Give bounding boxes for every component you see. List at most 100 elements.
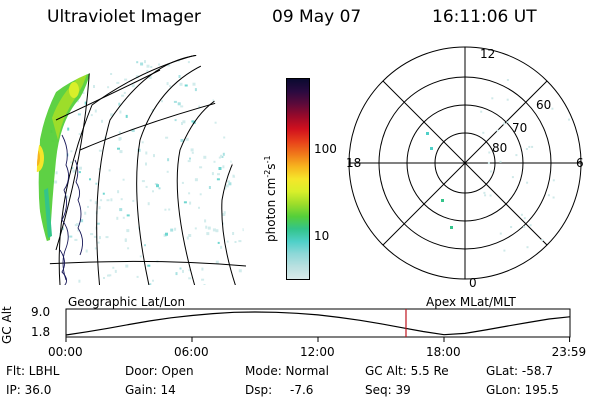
speckle [173,100,177,103]
speckle [158,187,161,190]
speckle [211,172,214,176]
speckle [164,208,167,211]
speckle [96,222,100,225]
ip-value: IP: 36.0 [6,383,52,397]
speckle [125,264,129,268]
speckle [199,166,203,169]
speckle [484,194,487,197]
speckle [488,151,491,154]
speckle [166,82,169,86]
speckle [141,180,145,183]
speckle [181,181,184,184]
instrument-title: Ultraviolet Imager [47,7,201,27]
speckle [551,107,554,110]
speckle [227,180,231,183]
speckle [217,241,220,244]
speckle [161,100,163,103]
speckle [131,84,135,88]
speckle [222,213,226,216]
speckle [179,82,183,86]
speckle [93,235,97,238]
speckle [84,101,87,105]
speckle [499,160,502,163]
speckle [181,122,183,125]
speckle [187,61,190,64]
polar-label-0: 0 [469,276,477,290]
speckle [99,236,101,240]
speckle [238,240,242,243]
colorbar-tick-100: 100 [314,142,337,156]
speckle [182,269,184,273]
speckle [228,182,232,186]
speckle [165,136,169,139]
speckle [201,267,204,271]
speckle [152,279,154,282]
speckle [175,272,178,276]
glat-value: GLat: -58.7 [486,364,553,378]
speckle [110,198,113,202]
speckle [234,241,237,243]
speckle [483,191,486,194]
speckle [212,99,215,103]
speckle [528,145,531,148]
speckle [125,114,128,118]
speckle [174,119,177,122]
speckle [87,205,89,208]
speckle [77,229,80,232]
speckle [188,192,191,195]
speckle [186,236,189,240]
speckle [499,232,502,235]
speckle [529,224,532,227]
speckle [139,255,142,258]
speckle [145,185,148,188]
speckle [213,160,216,163]
speckle [69,235,73,238]
speckle [127,247,130,250]
speckle [510,226,513,228]
speckle [158,63,161,66]
speckle [124,78,128,81]
speckle [102,192,105,195]
speckle [232,232,235,235]
timeline-tick-label: 06:00 [174,345,209,359]
speckle [147,264,151,267]
speckle [146,64,150,68]
speckle [94,247,97,250]
speckle [490,170,493,173]
speckle [169,85,172,88]
speckle [223,136,226,139]
speckle [503,122,505,125]
speckle [206,232,210,236]
speckle [77,113,81,116]
speckle [188,269,191,272]
speckle [84,211,87,215]
glon-value: GLon: 195.5 [486,383,559,397]
speckle [70,150,73,153]
speckle [166,170,169,173]
speckle [118,102,121,106]
speckle [103,277,105,279]
speckle [214,121,217,124]
speckle [170,228,174,232]
speckle [212,228,216,232]
speckle [182,120,186,124]
time-label: 16:11:06 UT [432,7,537,27]
y-top-label: 9.0 [31,305,51,319]
speckle [225,184,229,188]
speckle [119,110,122,114]
speckle [121,94,125,97]
speckle [90,233,94,236]
door-value: Door: Open [125,364,194,378]
speckle [526,246,529,249]
speckle [525,148,528,150]
speckle [480,110,483,113]
speckle [110,73,113,75]
speckle [531,145,534,148]
speckle [141,141,144,144]
speckle [72,169,76,173]
seq-value: Seq: 39 [365,383,411,397]
colorbar-tick-10: 10 [314,229,330,243]
speckle [218,156,221,159]
speckle [82,91,85,94]
